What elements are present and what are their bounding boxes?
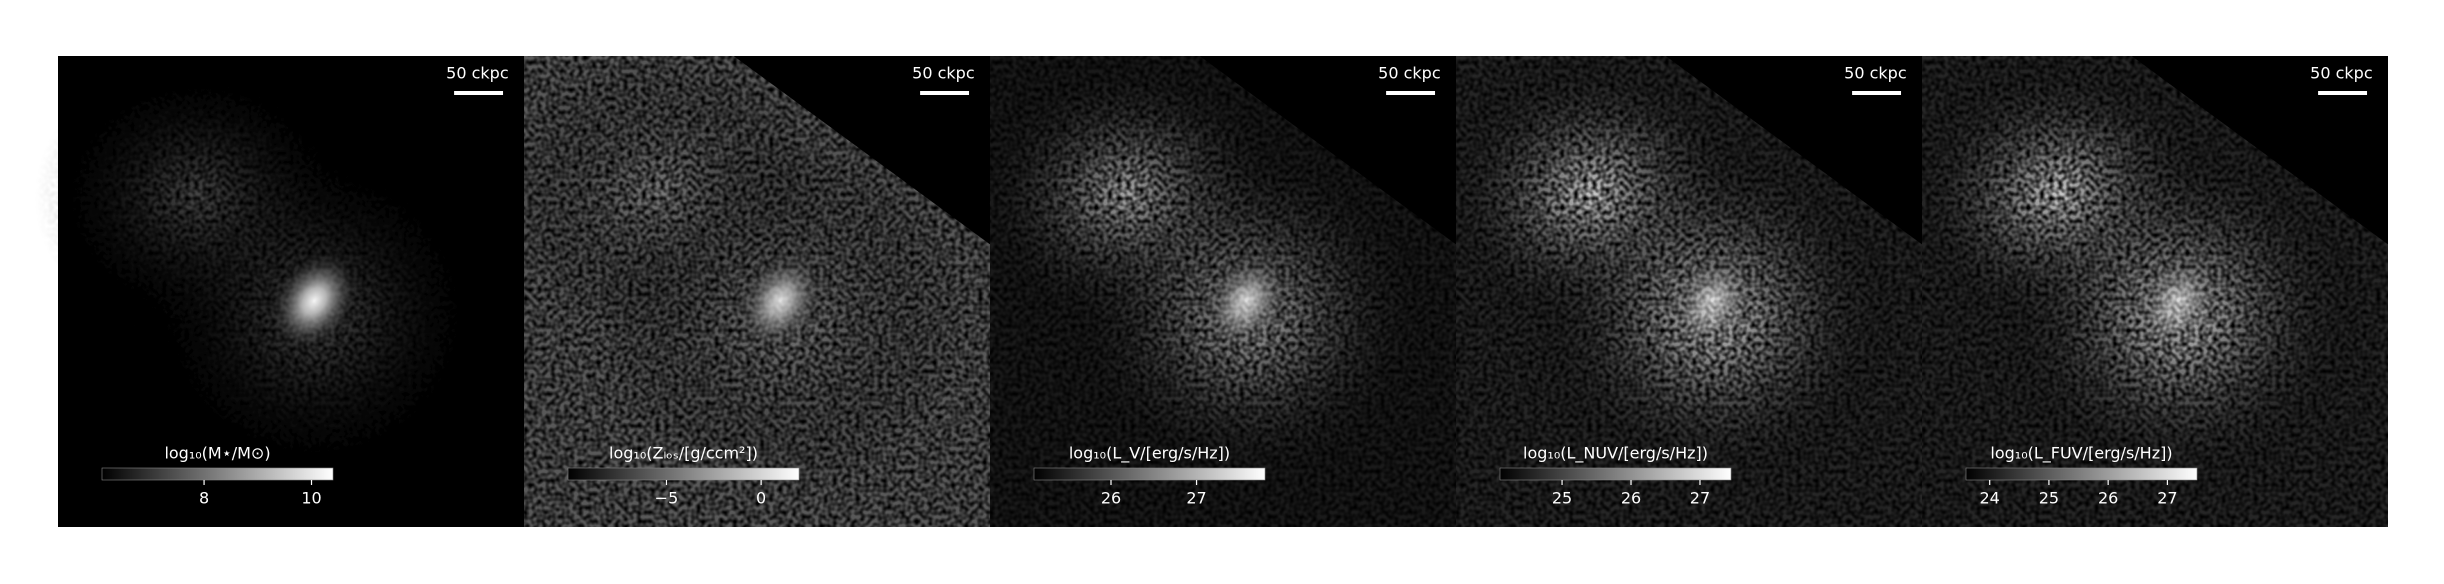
panel: 50 ckpc log₁₀(L_FUV/[erg/s/Hz]) 24 25 26 27 <box>1898 56 2388 527</box>
colorbar-label: log₁₀(L_V/[erg/s/Hz]) <box>1069 444 1230 464</box>
colorbar-tick-label: 26 <box>1621 489 1641 508</box>
map-core <box>1199 248 1294 354</box>
panel: 50 ckpc log₁₀(Zₗₒₛ/[g/ccm²]) −5 0 <box>500 56 990 527</box>
colorbar-tick-label: 25 <box>2039 489 2059 508</box>
colorbar-tick-label: 27 <box>2157 489 2177 508</box>
colorbar-tick-label: 25 <box>1552 489 1572 508</box>
scale-label: 50 ckpc <box>1844 64 1906 83</box>
colorbar-tick-label: 27 <box>1690 489 1710 508</box>
colorbar <box>1033 467 1266 481</box>
colorbar-tick-label: 27 <box>1186 489 1206 508</box>
panel: 50 ckpc log₁₀(M⋆/M⊙) 8 10 <box>34 56 524 527</box>
colorbar-tick-label: 8 <box>199 489 209 508</box>
map-core <box>733 248 828 354</box>
colorbar-tick-label: −5 <box>655 489 679 508</box>
colorbar-label: log₁₀(L_FUV/[erg/s/Hz]) <box>1990 444 2172 464</box>
scale-label: 50 ckpc <box>1378 64 1440 83</box>
panel: 50 ckpc log₁₀(L_NUV/[erg/s/Hz]) 25 26 27 <box>1432 56 1922 527</box>
colorbar-label: log₁₀(L_NUV/[erg/s/Hz]) <box>1523 444 1708 464</box>
scale-label: 50 ckpc <box>912 64 974 83</box>
colorbar-tick-label: 0 <box>756 489 766 508</box>
scale-label: 50 ckpc <box>2310 64 2372 83</box>
colorbar-tick-label: 10 <box>301 489 321 508</box>
panel: 50 ckpc log₁₀(L_V/[erg/s/Hz]) 26 27 <box>966 56 1456 527</box>
colorbar-tick-label: 26 <box>1101 489 1121 508</box>
colorbar <box>1965 467 2198 481</box>
map-core <box>267 248 362 354</box>
scale-label: 50 ckpc <box>446 64 508 83</box>
colorbar-tick-label: 24 <box>1980 489 2000 508</box>
colorbar <box>101 467 334 481</box>
map-core <box>1665 248 1760 354</box>
colorbar-label: log₁₀(Zₗₒₛ/[g/ccm²]) <box>609 444 758 463</box>
map-core <box>2131 248 2226 354</box>
colorbar-label: log₁₀(M⋆/M⊙) <box>164 444 270 463</box>
colorbar-tick-label: 26 <box>2098 489 2118 508</box>
colorbar <box>1499 467 1732 481</box>
colorbar <box>567 467 800 481</box>
